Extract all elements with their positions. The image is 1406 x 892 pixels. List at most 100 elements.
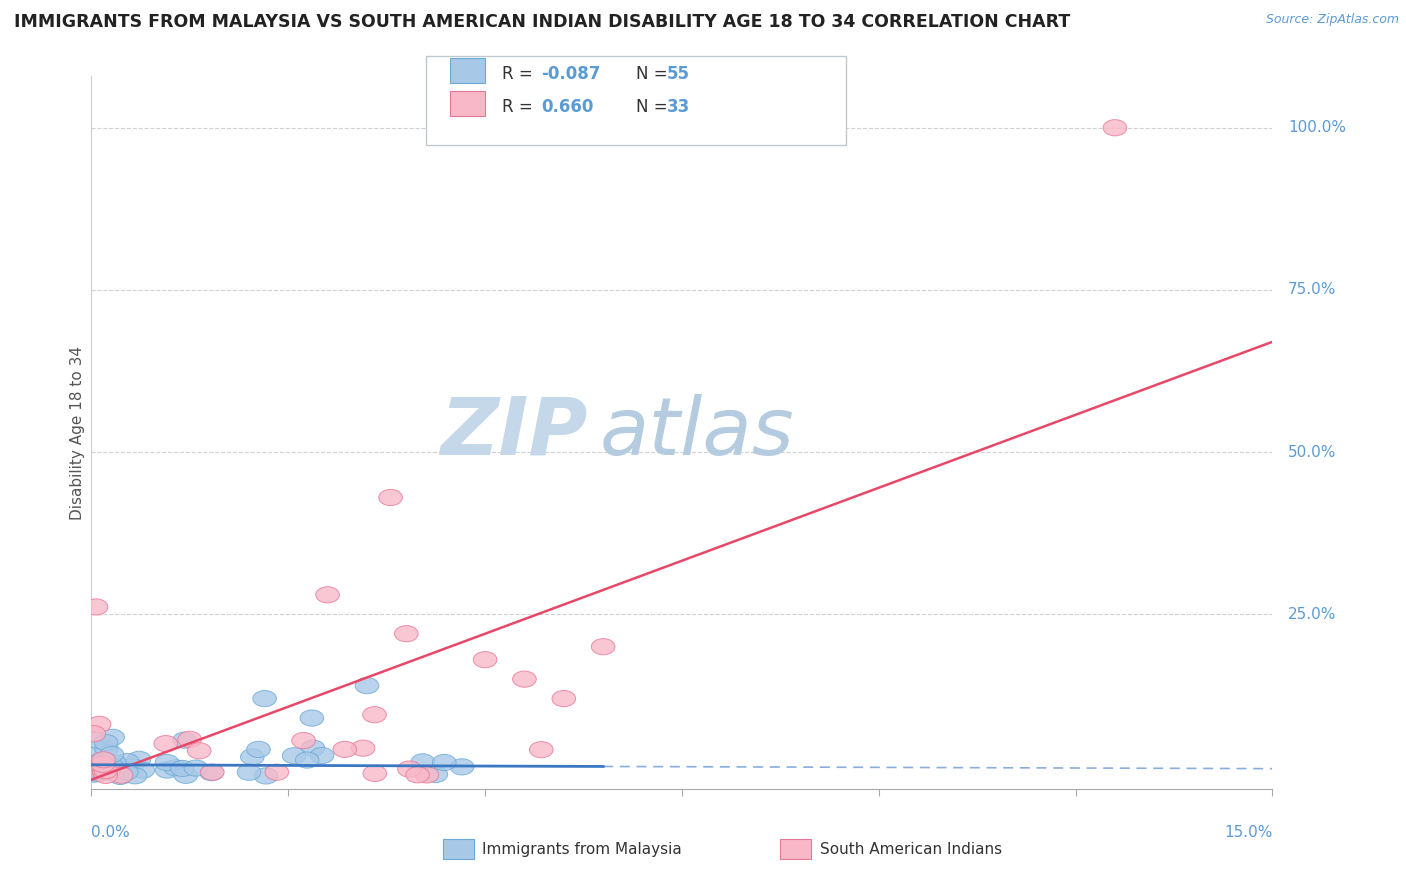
Ellipse shape [131, 762, 155, 779]
Ellipse shape [356, 678, 378, 694]
Ellipse shape [94, 761, 118, 777]
Ellipse shape [103, 755, 127, 772]
Ellipse shape [173, 732, 197, 748]
Ellipse shape [128, 751, 150, 767]
Ellipse shape [398, 761, 422, 777]
Ellipse shape [179, 731, 201, 747]
Text: 15.0%: 15.0% [1225, 825, 1272, 840]
Ellipse shape [316, 587, 339, 603]
Ellipse shape [97, 762, 121, 779]
Ellipse shape [411, 754, 434, 770]
Ellipse shape [104, 761, 128, 778]
Ellipse shape [110, 767, 134, 783]
Ellipse shape [254, 768, 278, 784]
Text: IMMIGRANTS FROM MALAYSIA VS SOUTH AMERICAN INDIAN DISABILITY AGE 18 TO 34 CORREL: IMMIGRANTS FROM MALAYSIA VS SOUTH AMERIC… [14, 13, 1070, 31]
Ellipse shape [264, 764, 288, 780]
Ellipse shape [200, 764, 224, 780]
Ellipse shape [82, 766, 105, 782]
Text: Source: ZipAtlas.com: Source: ZipAtlas.com [1265, 13, 1399, 27]
Ellipse shape [120, 758, 143, 774]
Text: N =: N = [636, 98, 672, 116]
Ellipse shape [253, 690, 277, 706]
Ellipse shape [295, 752, 319, 768]
Ellipse shape [94, 734, 118, 751]
Ellipse shape [98, 756, 122, 772]
Ellipse shape [425, 766, 447, 782]
Ellipse shape [165, 760, 187, 776]
Ellipse shape [94, 763, 118, 779]
Ellipse shape [170, 760, 194, 777]
Ellipse shape [363, 765, 387, 781]
Ellipse shape [82, 756, 105, 772]
Ellipse shape [94, 740, 118, 757]
Ellipse shape [87, 765, 111, 781]
Ellipse shape [513, 671, 536, 687]
Text: R =: R = [502, 65, 538, 83]
Ellipse shape [84, 599, 108, 615]
Text: 33: 33 [666, 98, 690, 116]
Ellipse shape [100, 758, 124, 774]
Ellipse shape [291, 732, 315, 748]
Ellipse shape [415, 767, 439, 783]
Ellipse shape [201, 764, 224, 780]
Ellipse shape [91, 756, 114, 772]
Ellipse shape [592, 639, 614, 655]
Ellipse shape [363, 706, 387, 723]
Ellipse shape [530, 741, 553, 758]
Text: Disability Age 18 to 34: Disability Age 18 to 34 [70, 345, 84, 520]
Ellipse shape [101, 729, 125, 746]
Text: Immigrants from Malaysia: Immigrants from Malaysia [482, 842, 682, 856]
Ellipse shape [98, 764, 121, 780]
Ellipse shape [155, 755, 179, 771]
Text: N =: N = [636, 65, 672, 83]
Ellipse shape [1104, 120, 1126, 136]
Ellipse shape [93, 764, 115, 780]
Ellipse shape [84, 732, 108, 748]
Text: South American Indians: South American Indians [820, 842, 1002, 856]
Ellipse shape [101, 761, 125, 778]
Ellipse shape [90, 763, 112, 779]
Ellipse shape [299, 710, 323, 726]
Ellipse shape [94, 767, 118, 783]
Ellipse shape [108, 768, 132, 785]
Text: ZIP: ZIP [440, 393, 588, 472]
Ellipse shape [352, 740, 375, 756]
Ellipse shape [90, 753, 114, 769]
Ellipse shape [153, 736, 177, 752]
Ellipse shape [174, 767, 198, 783]
Ellipse shape [87, 716, 111, 732]
Ellipse shape [246, 741, 270, 757]
Ellipse shape [301, 740, 325, 756]
Ellipse shape [187, 743, 211, 759]
Text: 55: 55 [666, 65, 689, 83]
Ellipse shape [115, 754, 139, 770]
Ellipse shape [82, 747, 105, 764]
Ellipse shape [91, 752, 115, 768]
Ellipse shape [155, 762, 179, 778]
Ellipse shape [87, 754, 111, 770]
Ellipse shape [433, 755, 456, 771]
Text: 0.0%: 0.0% [91, 825, 131, 840]
Ellipse shape [378, 490, 402, 506]
Text: 50.0%: 50.0% [1288, 444, 1337, 459]
Text: 0.660: 0.660 [541, 98, 593, 116]
Text: R =: R = [502, 98, 543, 116]
Ellipse shape [82, 725, 105, 742]
Ellipse shape [87, 762, 111, 778]
Text: atlas: atlas [599, 393, 794, 472]
Ellipse shape [406, 767, 429, 783]
Ellipse shape [104, 760, 128, 776]
Ellipse shape [283, 747, 307, 764]
Ellipse shape [101, 764, 125, 780]
Ellipse shape [238, 764, 262, 780]
Ellipse shape [474, 651, 496, 668]
Ellipse shape [100, 747, 124, 763]
Text: 75.0%: 75.0% [1288, 283, 1337, 297]
Ellipse shape [333, 741, 357, 757]
Ellipse shape [124, 768, 146, 784]
Ellipse shape [82, 762, 105, 779]
Ellipse shape [450, 759, 474, 775]
Ellipse shape [395, 625, 418, 642]
Ellipse shape [114, 764, 138, 780]
Ellipse shape [240, 748, 264, 765]
